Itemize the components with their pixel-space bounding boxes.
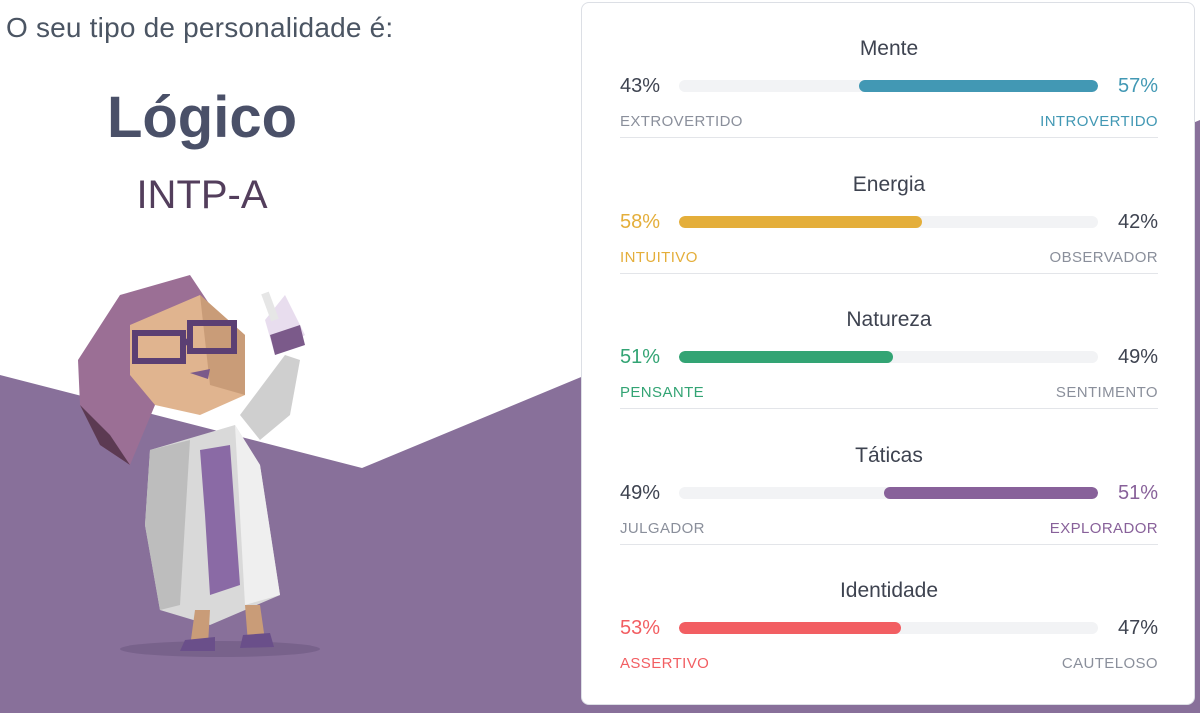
trait-left-label: INTUITIVO bbox=[620, 248, 698, 266]
trait-left-percent: 43% bbox=[620, 75, 661, 97]
trait-row-3: Táticas 49% 51% JULGADOR EXPLORADOR bbox=[620, 410, 1158, 545]
trait-right-percent: 42% bbox=[1117, 210, 1158, 233]
trait-title: Natureza bbox=[846, 308, 932, 331]
trait-right-percent: 51% bbox=[1117, 481, 1158, 504]
trait-title: Identidade bbox=[839, 579, 939, 602]
trait-divider bbox=[620, 272, 1158, 274]
intro-text: O seu tipo de personalidade é: bbox=[6, 12, 394, 43]
trait-right-percent: 57% bbox=[1117, 75, 1158, 97]
personality-type-code: INTP-A bbox=[136, 173, 268, 217]
trait-left-percent: 53% bbox=[620, 617, 661, 639]
trait-right-percent: 49% bbox=[1117, 346, 1158, 368]
trait-progress-bar bbox=[679, 486, 1098, 499]
trait-left-percent: 58% bbox=[620, 210, 661, 233]
trait-title: Mente bbox=[859, 37, 919, 60]
trait-left-percent: 49% bbox=[620, 481, 661, 504]
trait-divider bbox=[620, 408, 1158, 409]
trait-progress-bar bbox=[679, 80, 1098, 92]
trait-divider bbox=[620, 543, 1158, 545]
trait-left-label: ASSERTIVO bbox=[620, 655, 710, 672]
trait-right-label: EXPLORADOR bbox=[1049, 519, 1158, 537]
trait-progress-fill bbox=[679, 622, 902, 634]
trait-right-label: OBSERVADOR bbox=[1049, 248, 1158, 266]
trait-left-label: EXTROVERTIDO bbox=[620, 113, 743, 130]
trait-row-4: Identidade 53% 47% ASSERTIVO CAUTELOSO bbox=[620, 545, 1158, 680]
trait-progress-fill bbox=[884, 486, 1098, 499]
trait-row-0: Mente 43% 57% EXTROVERTIDO INTROVERTIDO bbox=[620, 3, 1158, 138]
trait-left-label: PENSANTE bbox=[620, 384, 705, 401]
scientist-illustration bbox=[78, 275, 320, 657]
trait-divider bbox=[620, 137, 1158, 138]
personality-type-name: Lógico bbox=[106, 85, 298, 150]
trait-progress-fill bbox=[679, 351, 893, 363]
trait-progress-bar bbox=[679, 351, 1098, 363]
trait-title: Energia bbox=[852, 172, 926, 196]
trait-results-card: Mente 43% 57% EXTROVERTIDO INTROVERTIDO Energ… bbox=[581, 2, 1195, 705]
trait-left-percent: 51% bbox=[620, 346, 661, 368]
trait-row-1: Energia 58% 42% INTUITIVO OBSERVADOR bbox=[620, 139, 1158, 274]
trait-left-label: JULGADOR bbox=[620, 519, 705, 537]
trait-right-label: SENTIMENTO bbox=[1055, 384, 1158, 401]
trait-row-2: Natureza 51% 49% PENSANTE SENTIMENTO bbox=[620, 274, 1158, 409]
trait-title: Táticas bbox=[855, 443, 923, 467]
trait-progress-fill bbox=[679, 215, 923, 228]
trait-right-label: INTROVERTIDO bbox=[1040, 113, 1158, 130]
trait-progress-fill bbox=[859, 80, 1098, 92]
trait-progress-bar bbox=[679, 215, 1098, 228]
trait-right-percent: 47% bbox=[1117, 617, 1158, 639]
trait-right-label: CAUTELOSO bbox=[1061, 655, 1158, 672]
trait-progress-bar bbox=[679, 622, 1098, 634]
